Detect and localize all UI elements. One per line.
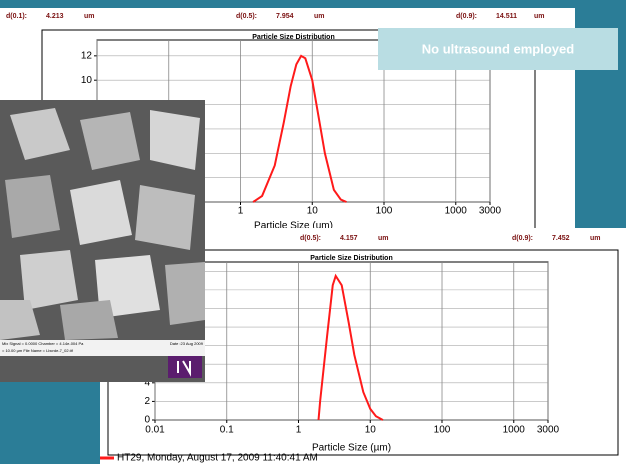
x-tick-label: 100 (434, 425, 451, 436)
crystal (135, 185, 195, 250)
x-tick-label: 3000 (479, 206, 502, 217)
stat-label: d(0.1): (6, 13, 27, 20)
stat-unit: um (590, 235, 601, 242)
stat-value: 7.954 (276, 13, 294, 20)
legend-label: HT29, Monday, August 17, 2009 11:40:41 A… (117, 453, 318, 464)
stat-unit: um (84, 13, 95, 20)
x-tick-label: 3000 (537, 425, 560, 436)
x-tick-label: 1 (296, 425, 302, 436)
x-tick-label: 0.1 (220, 425, 234, 436)
x-tick-label: 1000 (445, 206, 468, 217)
stat-label: d(0.5): (300, 235, 321, 242)
chart-title: Particle Size Distribution (310, 255, 392, 262)
stat-unit: um (534, 13, 545, 20)
crystal (60, 300, 118, 340)
stat-value: 4.213 (46, 13, 64, 20)
logo (168, 356, 202, 378)
stat-label: d(0.9): (512, 235, 533, 242)
stat-unit: um (314, 13, 325, 20)
x-tick-label: 1 (238, 206, 244, 217)
stat-value: 14.511 (496, 13, 517, 20)
overlay-label: No ultrasound employed (378, 28, 618, 70)
y-tick-label: 12 (81, 50, 93, 61)
x-tick-label: 100 (376, 206, 393, 217)
crystal (165, 262, 205, 325)
sem-photo: Mix Signal = 0.0000 Chamber = 4.14e-004 … (0, 100, 205, 382)
caption: Mix Signal = 0.0000 Chamber = 4.14e-004 … (2, 341, 84, 346)
crystal (150, 110, 200, 170)
stat-label: d(0.9): (456, 13, 477, 20)
caption: = 10.00 µm File Name = Lbcrde-7_02.tif (2, 348, 74, 353)
x-tick-label: 0.01 (145, 425, 165, 436)
caption: Date :23 Aug 2009 (170, 341, 204, 346)
label-text: No ultrasound employed (422, 41, 574, 56)
stat-value: 7.452 (552, 235, 570, 242)
stat-label: d(0.5): (236, 13, 257, 20)
stat-unit: um (378, 235, 389, 242)
x-tick-label: 1000 (503, 425, 526, 436)
x-tick-label: 10 (365, 425, 377, 436)
y-tick-label: 2 (144, 396, 150, 407)
slide: d(0.1): 4.213 um d(0.5): 7.954 um d(0.9): 14.51… (0, 0, 626, 464)
x-tick-label: 10 (307, 206, 319, 217)
y-tick-label: 10 (81, 75, 93, 86)
stat-value: 4.157 (340, 235, 358, 242)
x-axis-label: Particle Size (µm) (312, 443, 391, 454)
